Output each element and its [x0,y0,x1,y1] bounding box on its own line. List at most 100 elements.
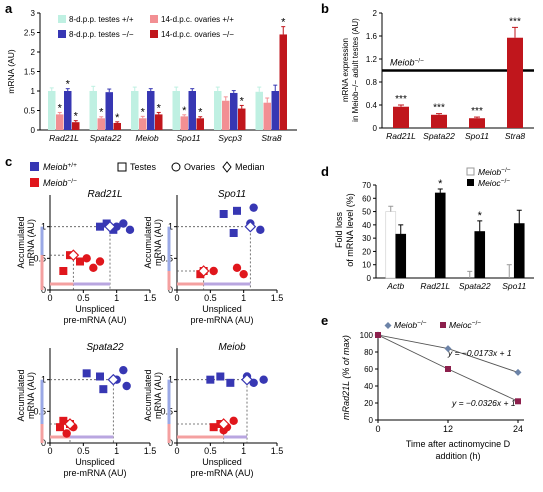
legend-swatch [150,15,158,23]
data-point-square [99,385,108,394]
panel-d: d 0 10 20 30 40 50 60 70 Fold loss of mRNA level (… [321,164,534,291]
bar [72,122,80,130]
panel-b: b 0 0.4 0.8 1.2 1.6 2 mRNA expression in Meiob−/… [321,1,534,141]
x-tick-label: 1 [114,446,119,456]
x-tick-label: 1 [114,293,119,303]
y-axis-label-2: of mRNA level (%) [345,193,355,267]
bar [222,100,230,130]
data-point-circle [256,225,265,235]
legend-label: 8-d.p.p. testes −/− [69,30,134,39]
x-axis-label: Unspliced [75,457,115,467]
x-axis-label-2: pre-mRNA (AU) [63,315,126,325]
legend-label-meioc: Meioc−/− [478,178,510,188]
legend-swatch-meioc [467,179,474,186]
y-tick-label: 2 [373,9,378,18]
data-point-circle [259,375,268,384]
data-point-square [226,378,235,387]
bar [469,118,485,128]
data-point-square [216,372,225,381]
x-tick-label: 1.5 [144,293,157,303]
data-point-square [375,332,381,338]
y-tick-label: 70 [362,181,371,190]
x-tick-label: 1.5 [271,446,284,456]
category-label: Stra8 [505,131,526,141]
y-axis-label: Accumulated [143,369,153,421]
legend-diamond-icon [222,161,232,173]
y-axis-label-2: mRNA (AU) [26,372,36,419]
subplot-title: Spata22 [86,342,124,353]
x-tick-label: 0 [174,446,179,456]
data-point-circle [239,269,248,279]
category-label: Sycp3 [218,133,242,143]
legend-label-meiob: Meiob−/− [478,167,511,177]
x-tick-label: 0 [47,293,52,303]
data-point-circle [125,225,135,235]
y-tick-label: 0.5 [33,406,46,416]
category-label: Actb [386,281,404,291]
data-point-diamond [444,345,452,353]
y-tick-label: 60 [362,194,371,203]
category-label: Rad21L [49,133,79,143]
y-axis-label-2: mRNA (AU) [26,219,36,266]
legend-label-meiob: Meiob−/− [394,320,427,330]
significance-star: * [281,17,286,29]
panel-label-b: b [321,1,329,16]
bar [271,91,279,130]
significance-star: *** [395,94,407,105]
panel-label-e: e [321,313,328,328]
y-tick-label: 0 [367,274,372,283]
x-axis-label: Unspliced [202,457,242,467]
bar [513,223,525,279]
median-guide [177,379,248,443]
y-tick-label: 1.2 [366,55,378,64]
panel-a: a 0 0.5 1 1.5 2 2.5 3 mRNA (AU) Rad21L Spata22 Meio… [5,1,297,143]
category-label: Spo11 [465,131,489,141]
panel-e: e 0 20 40 60 80 100 0 12 24 mRad21L (% of max) Time… [321,313,524,461]
category-label: Stra8 [261,133,282,143]
y-tick-label: 0.5 [33,253,46,263]
data-point-square [445,366,451,372]
y-tick-label: 0.5 [160,253,173,263]
category-label: Rad21L [420,281,450,291]
legend-swatch [150,30,158,38]
bar [131,91,139,130]
y-tick-label: 2.5 [24,29,36,38]
y-axis-label: mRNA (AU) [6,49,16,94]
x-tick-label: 0 [375,424,380,434]
y-tick-label: 10 [362,261,371,270]
legend-label-wt: Meiob+/+ [43,162,77,172]
legend-label-ovaries: Ovaries [184,162,216,172]
bar [188,91,196,130]
bar [139,118,147,130]
data-point-square [96,372,104,381]
bar [64,91,72,130]
significance-star: * [115,112,120,124]
legend-circle-icon [171,162,181,172]
legend-swatch-wt [30,162,39,171]
bar [238,108,246,130]
subplot-title: Meiob [218,342,246,353]
y-tick-label: 1 [31,87,36,96]
data-point-circle [112,222,121,231]
y-tick-label: 20 [364,399,373,408]
data-point-circle [229,416,238,426]
y-tick-label: 0 [369,416,374,425]
data-point-circle [249,203,258,212]
legend-square-icon [117,162,127,172]
significance-star: * [240,95,245,107]
data-point-square [82,369,91,378]
data-point-square [209,423,218,432]
x-tick-label: 0 [47,446,52,456]
significance-star: * [74,111,79,123]
data-point-circle [119,365,128,375]
significance-star: * [157,102,162,114]
data-point-circle [119,219,128,228]
legend-swatch [58,15,66,23]
x-tick-label: 0 [174,293,179,303]
bar [48,91,56,130]
median-diamond [104,220,116,233]
y-tick-label: 100 [360,331,374,340]
data-point-square [102,219,111,228]
x-axis-label: Unspliced [202,304,242,314]
data-point-circle [62,429,71,438]
